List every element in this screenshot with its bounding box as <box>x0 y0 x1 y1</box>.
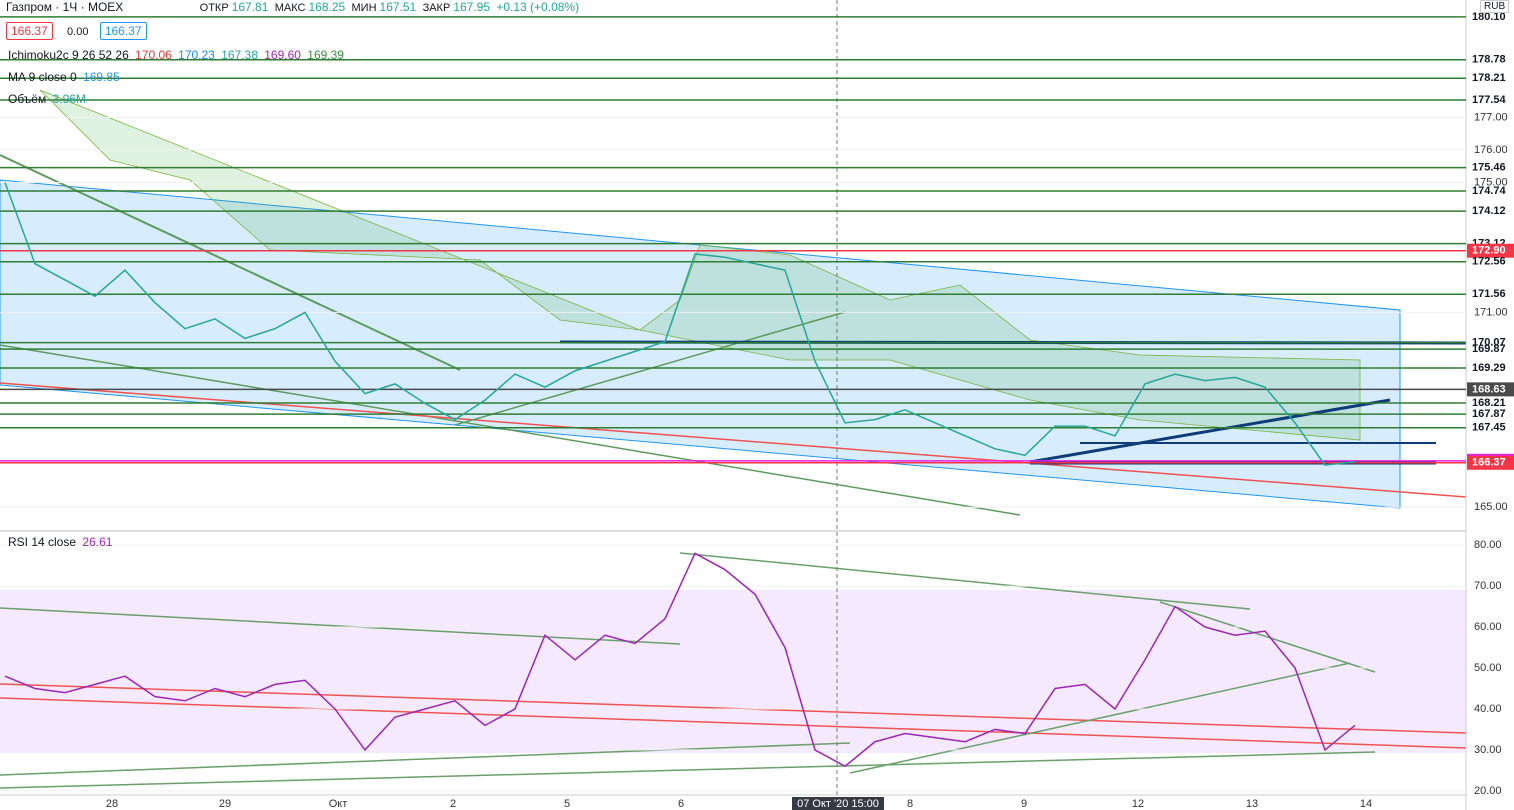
level-label: 172.90 <box>1472 245 1506 257</box>
y-tick-label: 60.00 <box>1474 621 1502 633</box>
symbol: Газпром · 1Ч · MOEX <box>6 0 124 14</box>
value: 167.95 <box>453 0 491 14</box>
y-tick-label: 176.00 <box>1474 144 1508 156</box>
y-tick-label: 177.00 <box>1474 111 1508 123</box>
value: 26.61 <box>82 535 113 549</box>
y-tick-label: 20.00 <box>1474 785 1502 797</box>
x-tick-label: 2 <box>450 798 456 810</box>
name: Ichimoku2c 9 26 52 26 <box>8 48 129 62</box>
y-tick-label: 40.00 <box>1474 703 1502 715</box>
level-label: 172.56 <box>1472 256 1506 268</box>
level-label-bg <box>1467 455 1514 470</box>
level-label-bg <box>1467 382 1514 397</box>
x-tick-label: 28 <box>106 798 118 810</box>
level-label: 178.78 <box>1472 54 1506 66</box>
trend-line <box>849 662 1351 774</box>
y-tick-label: 50.00 <box>1474 662 1502 674</box>
level-label: 171.56 <box>1472 288 1506 300</box>
name: Объём <box>8 92 47 106</box>
quote-row: 166.37 0.00 166.37 <box>6 22 150 40</box>
name: RSI 14 close <box>8 535 77 549</box>
trend-line <box>0 751 1376 789</box>
x-tick-label: 5 <box>564 798 570 810</box>
crosshair-label-bg <box>792 797 884 810</box>
x-tick-label: 12 <box>1132 798 1144 810</box>
value: 169.60 <box>264 48 301 62</box>
change: +0.13 (+0.08%) <box>496 0 580 14</box>
label: ЗАКР <box>422 2 451 14</box>
level-label: 175.46 <box>1472 161 1506 173</box>
level-label: 174.12 <box>1472 205 1506 217</box>
value: 3.96M <box>52 92 86 106</box>
bid[interactable]: 166.37 <box>6 22 53 40</box>
legend-header: Газпром · 1Ч · MOEX ОТКР 167.81 МАКС 168.2… <box>6 0 582 14</box>
trend-line <box>0 697 1467 749</box>
label: МАКС <box>274 2 306 14</box>
trend-line <box>0 382 1467 498</box>
x-tick-label: 8 <box>907 798 913 810</box>
y-tick-label: 171.00 <box>1474 306 1508 318</box>
level-label: 167.87 <box>1472 408 1506 420</box>
trend-line <box>1159 601 1376 673</box>
ichimoku-legend: Ichimoku2c 9 26 52 26 170.06 170.23 167.… <box>8 48 347 62</box>
y-tick-label: 80.00 <box>1474 539 1502 551</box>
value: 167.81 <box>231 0 269 14</box>
x-tick-label: 6 <box>678 798 684 810</box>
y-tick-label: 30.00 <box>1474 744 1502 756</box>
level-label-bg <box>1467 243 1514 258</box>
ma-legend: MA 9 close 0 169.85 <box>8 70 123 84</box>
x-tick-label: 14 <box>1360 798 1372 810</box>
value: 170.23 <box>178 48 215 62</box>
level-label: 169.29 <box>1472 362 1506 374</box>
spread: 0.00 <box>67 26 89 38</box>
y-tick-label: 70.00 <box>1474 580 1502 592</box>
ichimoku-cloud <box>39 89 1361 441</box>
trend-line <box>0 607 681 645</box>
level-label: 168.63 <box>1472 383 1506 395</box>
value: 168.25 <box>308 0 346 14</box>
value: 167.38 <box>221 48 258 62</box>
name: MA 9 close 0 <box>8 70 77 84</box>
ask[interactable]: 166.37 <box>99 22 147 40</box>
crosshair-label: 07 Окт '20 15:00 <box>797 798 879 810</box>
level-label: 170.07 <box>1472 337 1506 349</box>
currency[interactable]: RUB <box>1480 0 1510 13</box>
x-tick-label: 9 <box>1021 798 1027 810</box>
rsi-legend: RSI 14 close 26.61 <box>8 535 115 549</box>
level-label: 180.10 <box>1472 11 1506 23</box>
series-line <box>4 552 1356 768</box>
level-label: 169.87 <box>1472 343 1506 355</box>
trend-line <box>679 552 1251 610</box>
y-tick-label: 175.00 <box>1474 176 1508 188</box>
trend-line <box>0 742 851 776</box>
rsi-band <box>0 590 1466 753</box>
level-label: 166.37 <box>1472 457 1506 469</box>
volume-legend: Объём 3.96M <box>8 92 89 106</box>
label: ОТКР <box>199 2 229 14</box>
label: МИН <box>351 2 377 14</box>
x-tick-label: Окт <box>329 798 348 810</box>
x-tick-label: 29 <box>219 798 231 810</box>
x-tick-label: 13 <box>1246 798 1258 810</box>
level-label: 168.21 <box>1472 397 1506 409</box>
price-pane <box>0 0 1466 530</box>
level-label: 177.54 <box>1472 94 1507 106</box>
y-tick-label: 165.00 <box>1474 501 1508 513</box>
value: 170.06 <box>135 48 172 62</box>
level-label: 178.21 <box>1472 72 1506 84</box>
level-label: 174.74 <box>1472 185 1507 197</box>
value: 169.39 <box>307 48 344 62</box>
series-line <box>4 182 1356 466</box>
trend-line <box>1029 398 1391 464</box>
value: 167.51 <box>379 0 417 14</box>
trend-line <box>0 344 1021 516</box>
value: 169.85 <box>83 70 120 84</box>
level-label: 167.45 <box>1472 422 1506 434</box>
